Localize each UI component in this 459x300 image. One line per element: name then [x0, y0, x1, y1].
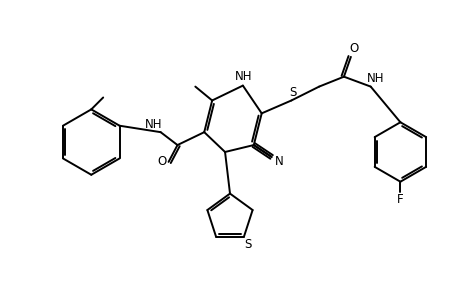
Text: NH: NH [145, 118, 162, 131]
Text: N: N [274, 155, 283, 168]
Text: O: O [157, 155, 166, 168]
Text: NH: NH [366, 72, 384, 85]
Text: S: S [289, 86, 297, 99]
Text: NH: NH [235, 70, 252, 83]
Text: S: S [244, 238, 251, 251]
Text: O: O [348, 42, 358, 56]
Text: F: F [396, 193, 403, 206]
